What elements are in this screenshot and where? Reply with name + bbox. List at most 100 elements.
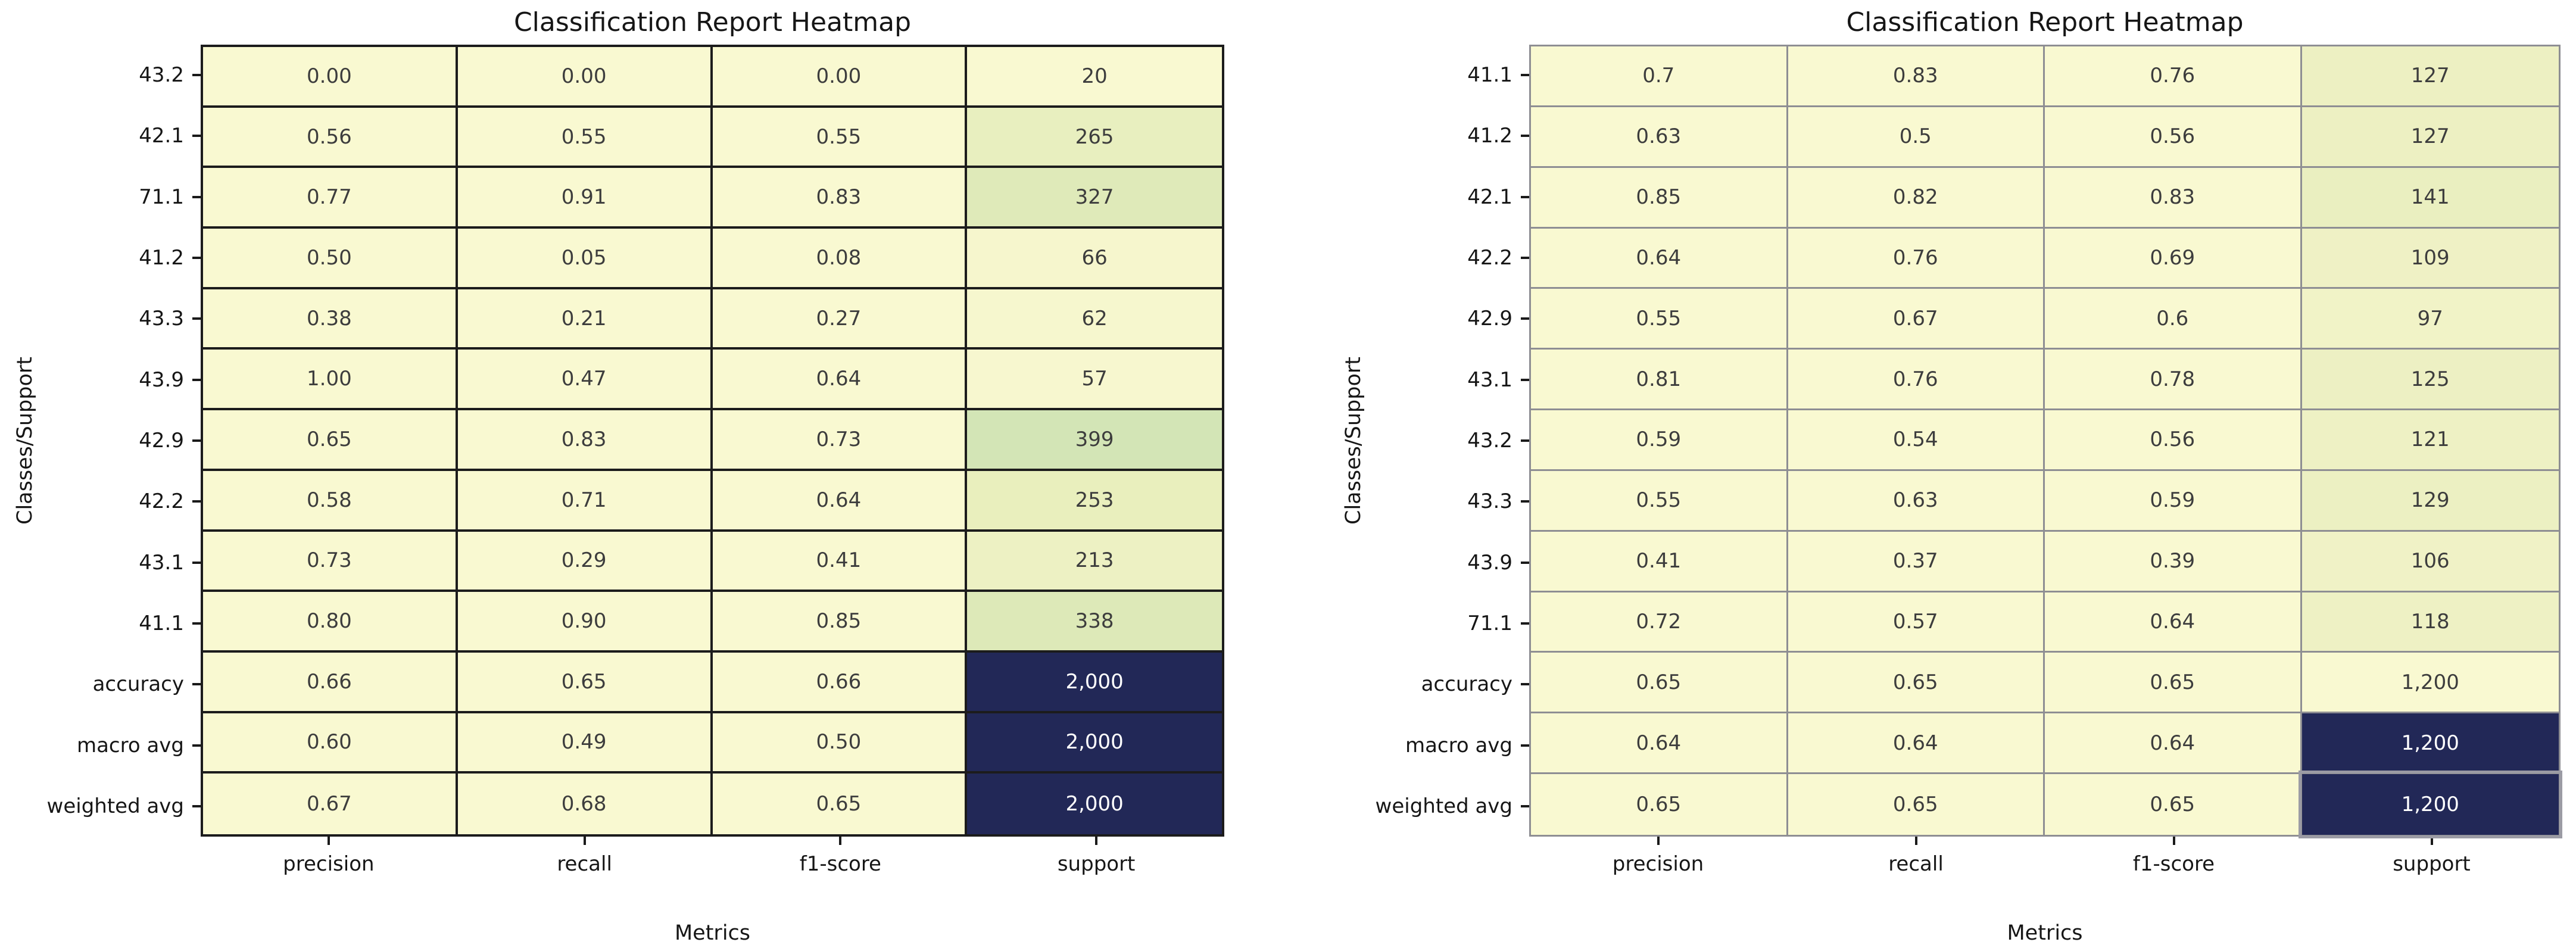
heatmap-cell: 0.21 [457, 289, 713, 350]
heatmap-cell: 0.77 [203, 168, 458, 229]
y-tick-label-text: accuracy [1421, 672, 1512, 697]
heatmap-cell: 0.76 [1788, 228, 2045, 289]
heatmap-cell: 0.78 [2045, 350, 2302, 411]
x-tick-mark [1914, 837, 1917, 845]
x-tick-labels: precision recall f1-score support [201, 837, 1224, 876]
y-tick-label-text: 43.2 [139, 63, 184, 88]
x-tick-label-text: support [1057, 852, 1136, 876]
x-tick-label: recall [1787, 837, 2045, 876]
y-tick-label: 71.1 [0, 167, 201, 227]
x-tick-label: support [968, 837, 1224, 876]
heatmap-cell: 125 [2301, 350, 2559, 411]
heatmap-cell: 0.55 [712, 107, 968, 169]
heatmap-cell: 253 [967, 470, 1222, 532]
heatmap-cell: 0.80 [203, 592, 458, 653]
heatmap-cell: 118 [2301, 592, 2559, 653]
y-tick-mark [1521, 439, 1529, 442]
heatmap-cell: 0.67 [1788, 289, 2045, 350]
y-tick-label: macro avg [0, 715, 201, 775]
x-tick-label-text: f1-score [799, 852, 881, 876]
y-tick-label: 41.1 [0, 593, 201, 654]
heatmap-cell: 0.57 [1788, 592, 2045, 653]
heatmap-cell: 0.65 [457, 652, 713, 713]
heatmap-cell: 213 [967, 531, 1222, 592]
heatmap-cell: 20 [967, 47, 1222, 108]
y-axis-label: Classes/Support [1342, 357, 1365, 525]
y-tick-labels: 41.1 41.2 42.1 42.2 42.9 43.1 43.2 43.3 43.9 71.1… [1321, 45, 1529, 837]
y-tick-mark [192, 804, 201, 807]
heatmap-cell: 109 [2301, 228, 2559, 289]
heatmap-cell: 0.65 [1531, 774, 1788, 835]
heatmap-cell: 1,200 [2301, 653, 2559, 714]
heatmap-cell: 0.50 [712, 713, 968, 774]
y-tick-mark [192, 622, 201, 625]
heatmap-cell: 0.59 [2045, 470, 2302, 532]
x-axis-label: Metrics [674, 921, 751, 945]
heatmap-cell: 0.91 [457, 168, 713, 229]
heatmap-cell: 0.64 [712, 470, 968, 532]
heatmap-cell: 0.65 [203, 410, 458, 471]
y-tick-label-text: 71.1 [139, 185, 184, 209]
heatmap-figure-left: Classification Report Heatmap Classes/Su… [0, 7, 1224, 945]
y-tick-label: 43.1 [1321, 350, 1529, 410]
heatmap-cell: 0.29 [457, 531, 713, 592]
x-tick-mark [1095, 837, 1098, 845]
y-tick-label-text: macro avg [76, 733, 184, 757]
y-tick-label-text: 42.1 [139, 124, 184, 148]
heatmap-cell: 327 [967, 168, 1222, 229]
heatmap-cell: 0.83 [712, 168, 968, 229]
y-tick-mark [192, 439, 201, 442]
y-tick-mark [192, 561, 201, 564]
heatmap-cell: 0.7 [1531, 46, 1788, 107]
heatmap-cell: 0.39 [2045, 531, 2302, 592]
y-tick-mark [1521, 317, 1529, 320]
heatmap-cell: 0.56 [2045, 410, 2302, 471]
heatmap-cell: 0.66 [203, 652, 458, 713]
heatmap-cell: 0.72 [1531, 592, 1788, 653]
x-tick-label: recall [457, 837, 713, 876]
heatmap-cell: 0.73 [203, 531, 458, 592]
y-tick-label-text: macro avg [1405, 733, 1512, 757]
heatmap-cell: 265 [967, 107, 1222, 169]
y-tick-mark [1521, 135, 1529, 138]
y-tick-label-text: 42.9 [139, 429, 184, 453]
chart-title: Classification Report Heatmap [513, 7, 912, 38]
y-tick-label-text: 43.1 [1467, 367, 1512, 392]
y-tick-mark [1521, 683, 1529, 686]
y-tick-mark [192, 500, 201, 503]
heatmap-cell: 0.00 [457, 47, 713, 108]
heatmap-cell: 121 [2301, 410, 2559, 471]
y-tick-mark [192, 378, 201, 381]
heatmap-cell: 106 [2301, 531, 2559, 592]
heatmap-cell: 0.59 [1531, 410, 1788, 471]
y-tick-label-text: 43.1 [139, 550, 184, 575]
heatmap-cell: 0.37 [1788, 531, 2045, 592]
heatmap-cell: 0.64 [1531, 713, 1788, 775]
y-tick-label: macro avg [1321, 715, 1529, 775]
heatmap-grid: 0.7 0.83 0.76 127 0.63 0.5 0.56 127 0.85 0.82 0.83… [1529, 45, 2562, 838]
y-tick-mark [1521, 622, 1529, 625]
heatmap-cell: 0.6 [2045, 289, 2302, 350]
heatmap-cell: 0.64 [1531, 228, 1788, 289]
y-tick-label-text: 43.9 [139, 367, 184, 392]
y-tick-mark [192, 744, 201, 747]
x-tick-mark [1657, 837, 1660, 845]
heatmap-cell: 0.83 [1788, 46, 2045, 107]
y-tick-label: 43.3 [1321, 471, 1529, 532]
y-tick-mark [192, 135, 201, 138]
heatmap-cell: 2,000 [967, 713, 1222, 774]
y-tick-mark [192, 195, 201, 198]
chart-title: Classification Report Heatmap [1846, 7, 2244, 38]
y-tick-label: 43.9 [1321, 532, 1529, 593]
y-tick-label: 41.1 [1321, 45, 1529, 105]
heatmap-cell: 0.65 [1788, 774, 2045, 835]
y-tick-label: 43.2 [0, 45, 201, 105]
heatmap-cell: 0.64 [2045, 592, 2302, 653]
y-tick-label: 42.1 [0, 105, 201, 166]
x-tick-label-text: recall [1888, 852, 1944, 876]
x-tick-labels: precision recall f1-score support [1529, 837, 2561, 876]
heatmap-cell: 0.66 [712, 652, 968, 713]
x-tick-label-text: precision [1612, 852, 1704, 876]
y-tick-label: 42.2 [0, 471, 201, 532]
y-tick-label: 43.2 [1321, 410, 1529, 471]
